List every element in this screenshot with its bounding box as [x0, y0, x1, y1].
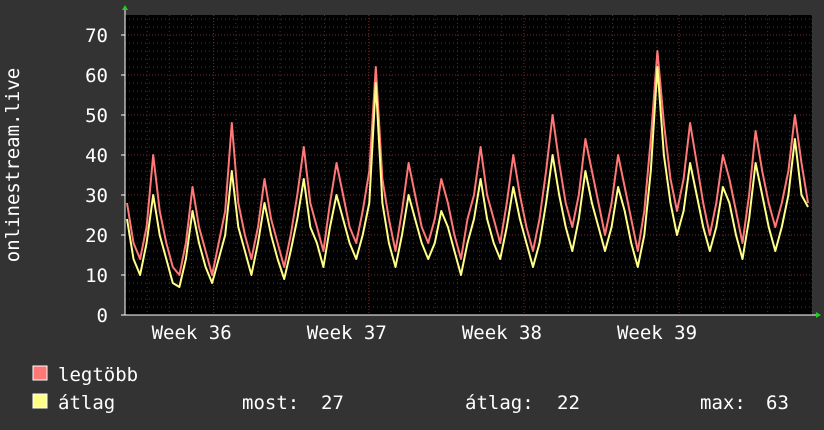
y-tick-label: 50	[85, 105, 108, 127]
grid	[124, 15, 813, 316]
x-tick-label: Week 38	[462, 322, 542, 344]
y-tick-label: 20	[85, 225, 108, 247]
x-tick-label: Week 36	[152, 322, 232, 344]
y-tick-label: 30	[85, 185, 108, 207]
axes	[121, 5, 821, 318]
y-axis-arrow	[122, 5, 128, 10]
x-tick-label: Week 39	[617, 322, 697, 344]
stat-avg-value: 22	[557, 392, 580, 414]
y-tick-label: 60	[85, 65, 108, 87]
tick-labels: 0 10 20 30 40 50 60 70 Week 36 Week 37 Week 38 Week…	[85, 25, 697, 344]
stat-now-value: 27	[321, 392, 344, 414]
y-tick-label: 10	[85, 265, 108, 287]
legend-label-atlag: átlag	[58, 392, 115, 414]
stat-now-label: most:	[242, 392, 299, 414]
legend-swatch-atlag	[32, 393, 48, 409]
y-tick-label: 70	[85, 25, 108, 47]
stat-max-label: max:	[700, 392, 746, 414]
legend-swatch-legtobb	[32, 365, 48, 381]
legend: legtöbb átlag most: 27 átlag: 22 max: 63	[32, 364, 789, 414]
x-axis-arrow	[816, 312, 821, 318]
stat-max-value: 63	[766, 392, 789, 414]
legend-label-legtobb: legtöbb	[58, 364, 138, 386]
x-tick-label: Week 37	[307, 322, 387, 344]
stat-avg-label: átlag:	[465, 392, 534, 414]
series-line-legtobb	[126, 50, 809, 276]
y-tick-label: 40	[85, 145, 108, 167]
y-tick-label: 0	[97, 305, 108, 327]
series-lines	[126, 50, 809, 288]
series-line-atlag	[126, 66, 809, 288]
y-axis-label: onlinestream.live	[2, 68, 24, 262]
